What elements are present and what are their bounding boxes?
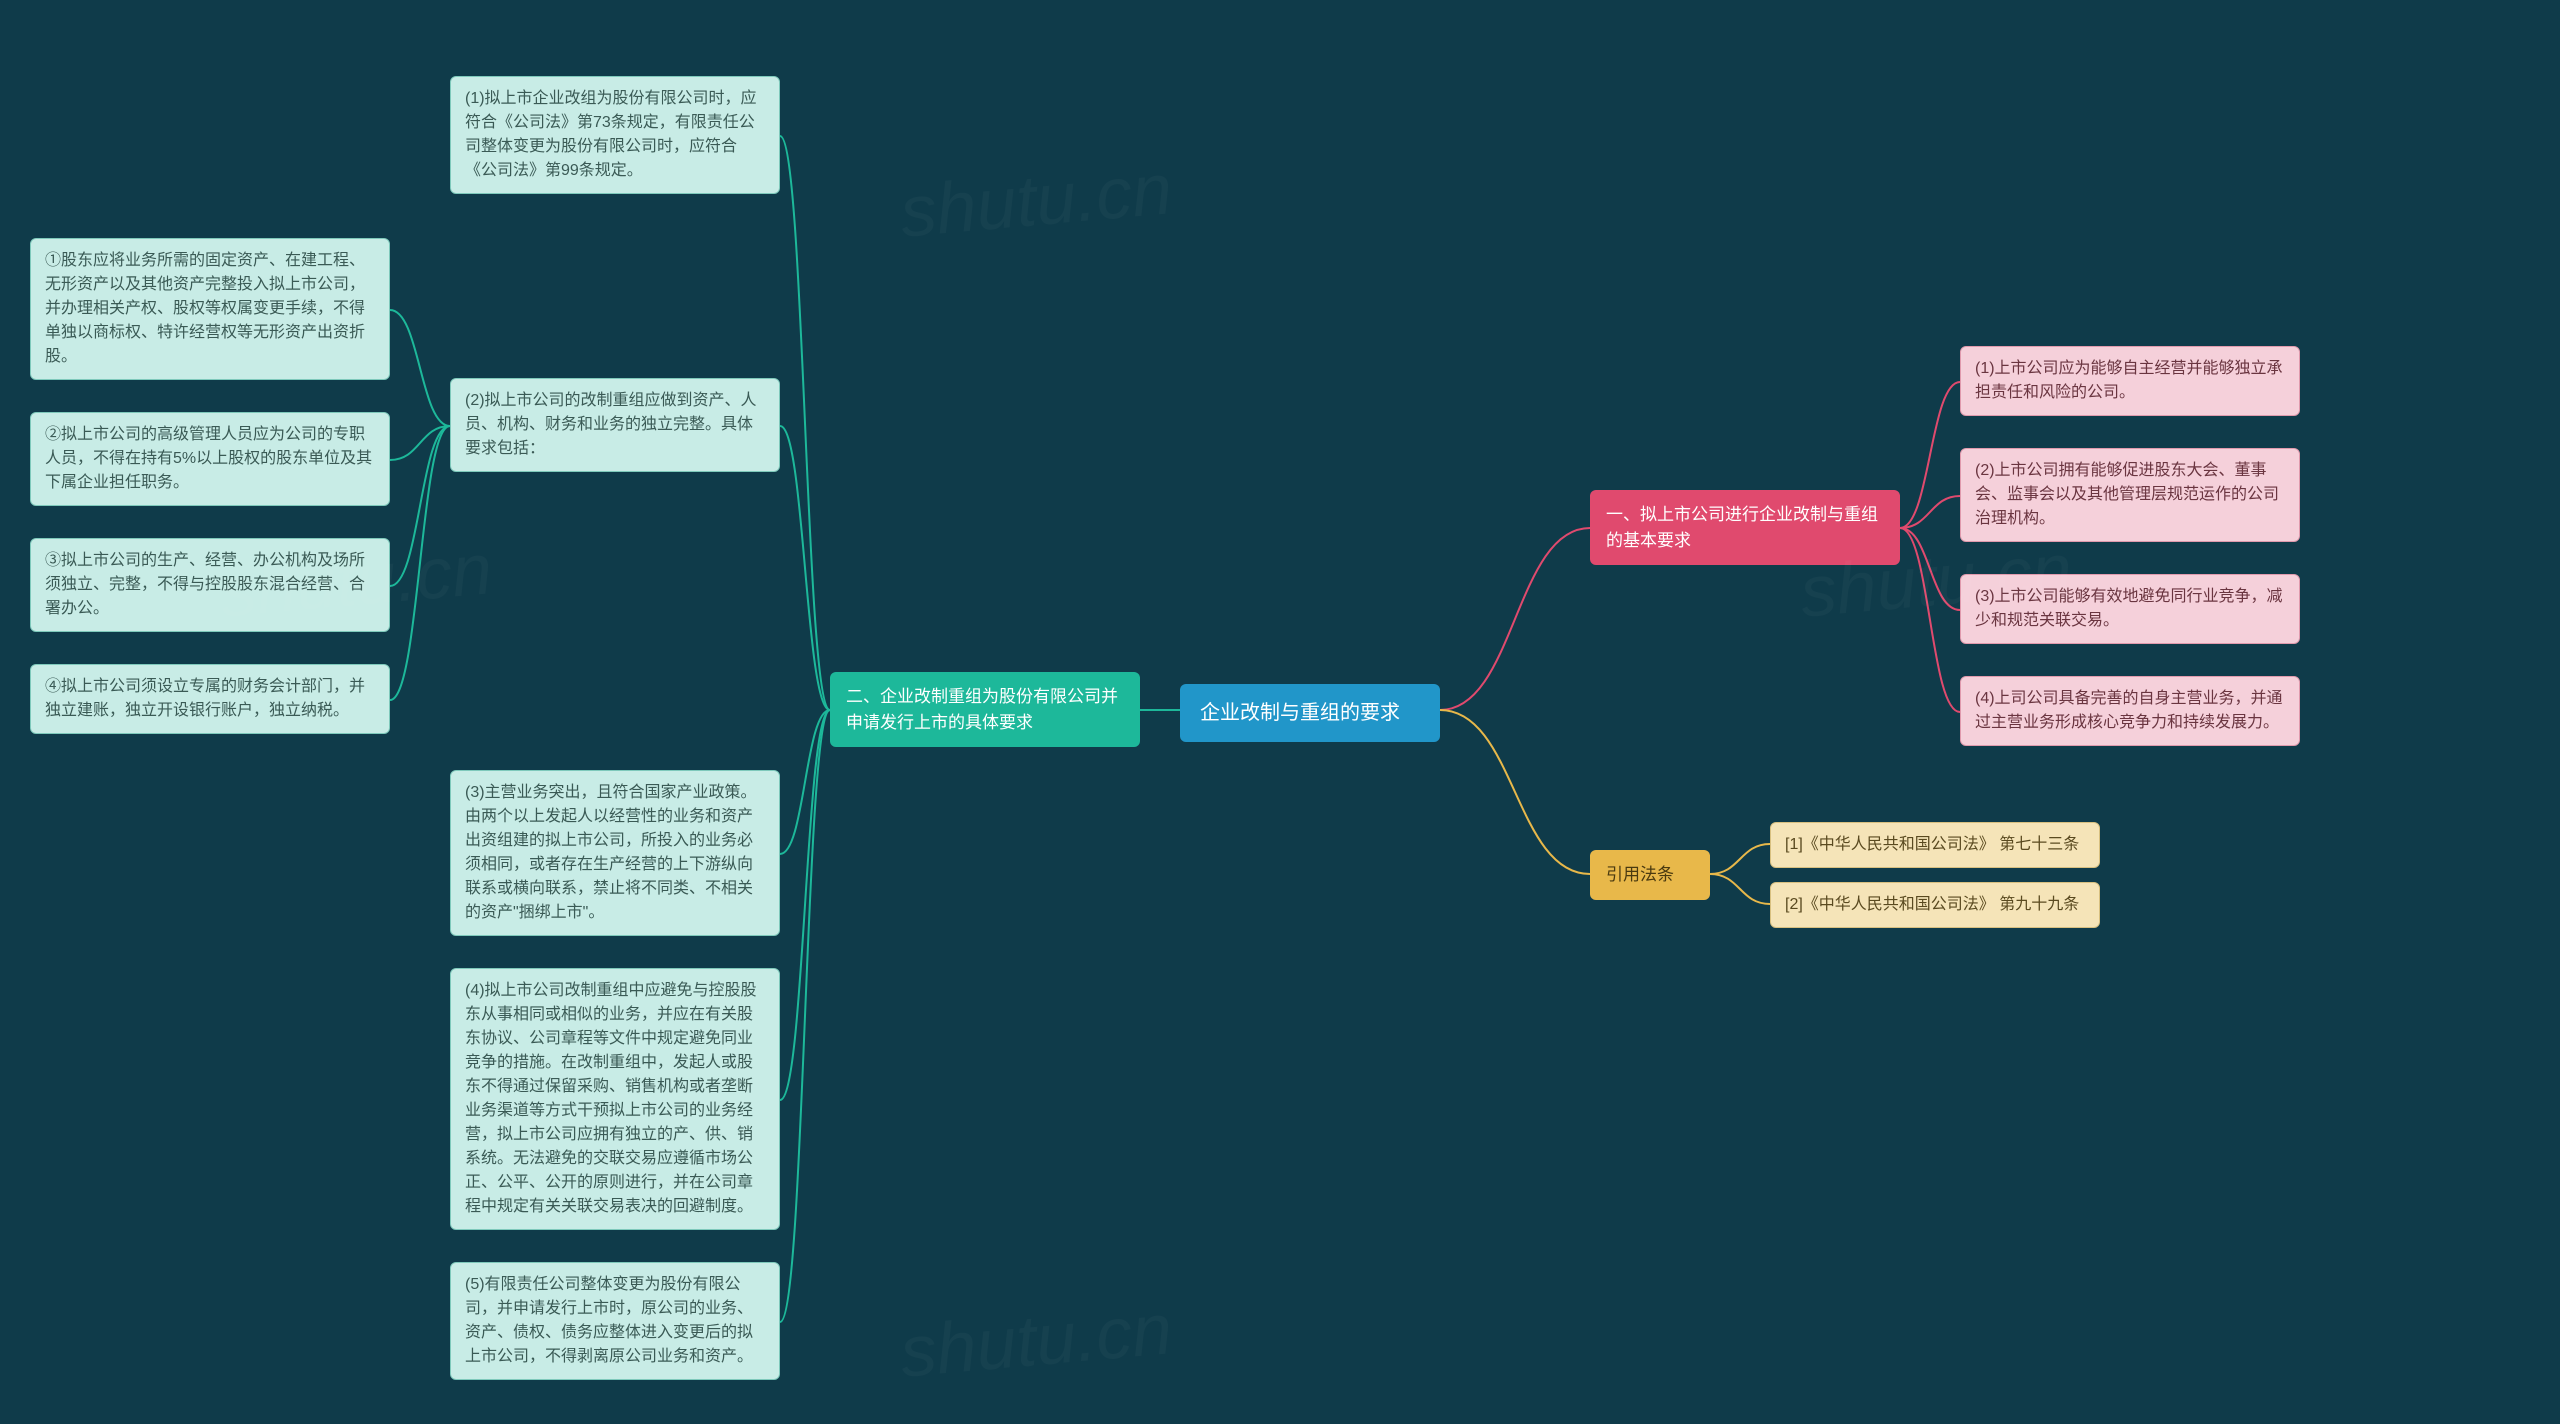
branch-left-grandchild-4[interactable]: ④拟上市公司须设立专属的财务会计部门，并独立建账，独立开设银行账户，独立纳税。: [30, 664, 390, 734]
branch-right-2-main[interactable]: 引用法条: [1590, 850, 1710, 900]
branch-right-1-child-2[interactable]: (2)上市公司拥有能够促进股东大会、董事会、监事会以及其他管理层规范运作的公司治…: [1960, 448, 2300, 542]
watermark: shutu.cn: [897, 1288, 1175, 1393]
watermark: shutu.cn: [897, 148, 1175, 253]
branch-right-1-main[interactable]: 一、拟上市公司进行企业改制与重组的基本要求: [1590, 490, 1900, 565]
root-node[interactable]: 企业改制与重组的要求: [1180, 684, 1440, 742]
branch-left-child-1[interactable]: (1)拟上市企业改组为股份有限公司时，应符合《公司法》第73条规定，有限责任公司…: [450, 76, 780, 194]
branch-right-2-child-1[interactable]: [1]《中华人民共和国公司法》 第七十三条: [1770, 822, 2100, 868]
branch-right-2-child-2[interactable]: [2]《中华人民共和国公司法》 第九十九条: [1770, 882, 2100, 928]
branch-left-child-5[interactable]: (5)有限责任公司整体变更为股份有限公司，并申请发行上市时，原公司的业务、资产、…: [450, 1262, 780, 1380]
branch-left-main[interactable]: 二、企业改制重组为股份有限公司并申请发行上市的具体要求: [830, 672, 1140, 747]
branch-left-grandchild-2[interactable]: ②拟上市公司的高级管理人员应为公司的专职人员，不得在持有5%以上股权的股东单位及…: [30, 412, 390, 506]
branch-right-1-child-1[interactable]: (1)上市公司应为能够自主经营并能够独立承担责任和风险的公司。: [1960, 346, 2300, 416]
branch-right-1-child-4[interactable]: (4)上司公司具备完善的自身主营业务，并通过主营业务形成核心竞争力和持续发展力。: [1960, 676, 2300, 746]
branch-left-child-2[interactable]: (2)拟上市公司的改制重组应做到资产、人员、机构、财务和业务的独立完整。具体要求…: [450, 378, 780, 472]
branch-right-1-child-3[interactable]: (3)上市公司能够有效地避免同行业竞争，减少和规范关联交易。: [1960, 574, 2300, 644]
branch-left-child-4[interactable]: (4)拟上市公司改制重组中应避免与控股股东从事相同或相似的业务，并应在有关股东协…: [450, 968, 780, 1230]
branch-left-grandchild-1[interactable]: ①股东应将业务所需的固定资产、在建工程、无形资产以及其他资产完整投入拟上市公司，…: [30, 238, 390, 380]
branch-left-grandchild-3[interactable]: ③拟上市公司的生产、经营、办公机构及场所须独立、完整，不得与控股股东混合经营、合…: [30, 538, 390, 632]
branch-left-child-3[interactable]: (3)主营业务突出，且符合国家产业政策。由两个以上发起人以经营性的业务和资产出资…: [450, 770, 780, 936]
